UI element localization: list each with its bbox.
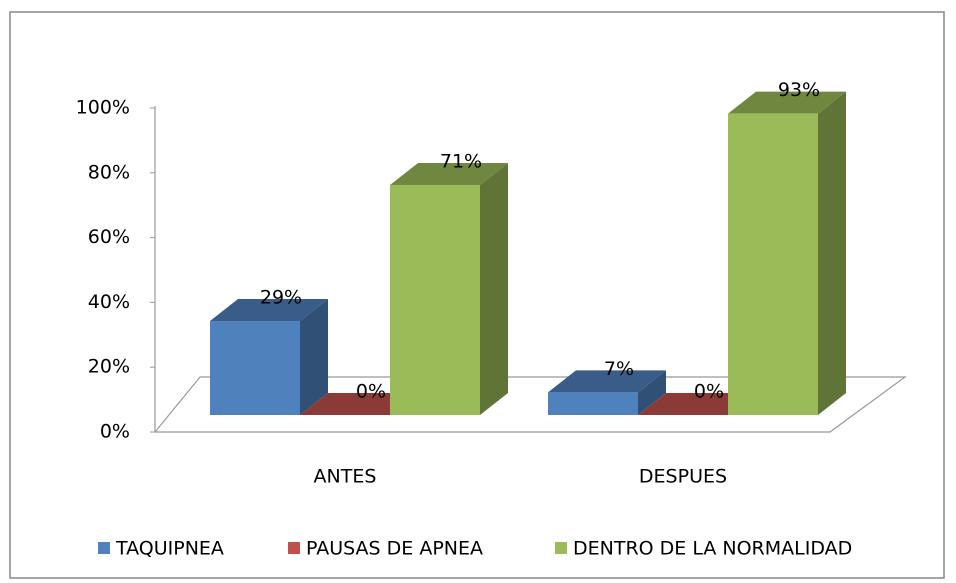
legend-label: DENTRO DE LA NORMALIDAD: [573, 538, 852, 560]
y-tick-label: 20%: [88, 356, 130, 378]
floor: [153, 376, 907, 433]
y-tick-label: 40%: [88, 291, 130, 313]
legend-label: PAUSAS DE APNEA: [306, 538, 483, 560]
data-label: 29%: [260, 287, 302, 309]
bar-top: [210, 299, 328, 322]
bar-side: [818, 91, 846, 416]
y-tick-label: 60%: [88, 226, 130, 248]
bar-top: [390, 162, 508, 185]
bar-top: [728, 91, 846, 114]
data-label: 0%: [694, 381, 724, 403]
bar-top: [548, 370, 666, 393]
data-label: 0%: [356, 381, 386, 403]
bar-side: [300, 299, 328, 415]
data-label: 71%: [440, 150, 482, 172]
x-tick-label: ANTES: [314, 466, 377, 488]
legend-swatch: [98, 542, 110, 554]
bar: [390, 184, 480, 415]
bar-top: [300, 393, 418, 415]
bar: [728, 113, 818, 416]
y-tick-label: 0%: [100, 421, 130, 443]
data-label: 7%: [604, 358, 634, 380]
bar: [210, 321, 300, 415]
bar-top: [638, 393, 756, 415]
bar-side: [480, 162, 508, 415]
y-tick-label: 80%: [88, 161, 130, 183]
y-tick-label: 100%: [76, 97, 130, 119]
legend-swatch: [288, 542, 300, 554]
legend-label: TAQUIPNEA: [115, 538, 224, 560]
data-label: 93%: [778, 79, 820, 101]
bar-side: [638, 370, 666, 415]
x-tick-label: DESPUES: [639, 466, 727, 488]
legend-swatch: [555, 542, 567, 554]
bar: [548, 392, 638, 415]
